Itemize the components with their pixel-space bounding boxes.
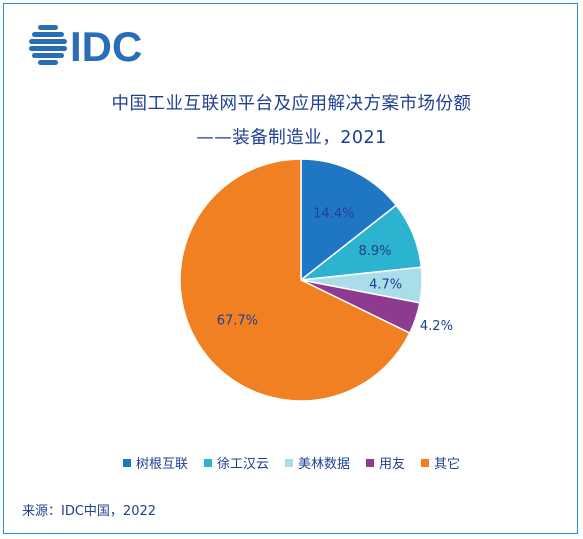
legend-item-3: 美林数据 <box>284 453 350 472</box>
slice-label-4: 4.2% <box>420 319 453 334</box>
legend-label: 树根互联 <box>135 457 188 472</box>
slice-label-3: 4.7% <box>369 278 402 293</box>
legend-label: 用友 <box>379 457 406 472</box>
chart-subtitle: ——装备制造业，2021 <box>196 128 387 148</box>
chart-title: 中国工业互联网平台及应用解决方案市场份额 <box>111 94 472 114</box>
pie-slice-5 <box>179 158 411 402</box>
slice-label-1: 14.4% <box>313 207 354 222</box>
logo-text: IDC <box>70 23 142 68</box>
slice-label-2: 8.9% <box>358 244 391 259</box>
legend-swatch <box>284 458 293 467</box>
globe-icon <box>29 25 67 65</box>
legend-swatch <box>366 458 374 467</box>
pie-slice-1 <box>300 158 398 282</box>
legend-label: 美林数据 <box>297 457 350 472</box>
legend-item-1: 树根互联 <box>122 453 188 472</box>
legend-label: 徐工汉云 <box>216 457 269 472</box>
legend-label: 其它 <box>434 457 461 472</box>
slice-label-5: 67.7% <box>217 314 258 329</box>
legend-item-4: 用友 <box>366 453 405 472</box>
legend-swatch <box>203 458 212 467</box>
source-note: 来源：IDC中国，2022 <box>22 504 157 519</box>
idc-logo: IDC <box>29 23 142 68</box>
legend-swatch <box>421 458 430 467</box>
legend-swatch <box>122 458 131 467</box>
chart-legend: 树根互联 徐工汉云 美林数据 用友 其它 <box>0 453 583 472</box>
legend-item-5: 其它 <box>421 453 460 472</box>
legend-item-2: 徐工汉云 <box>203 453 269 472</box>
